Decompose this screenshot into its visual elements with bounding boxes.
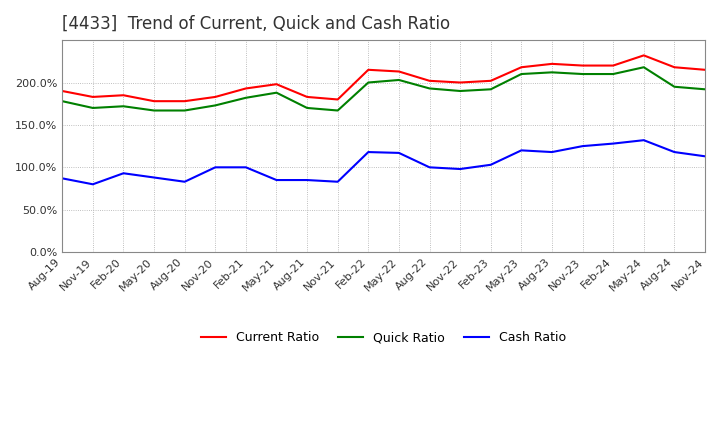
Current Ratio	[303, 94, 312, 99]
Current Ratio	[272, 81, 281, 87]
Quick Ratio	[333, 108, 342, 113]
Current Ratio	[456, 80, 464, 85]
Cash Ratio	[272, 177, 281, 183]
Quick Ratio	[150, 108, 158, 113]
Quick Ratio	[639, 65, 648, 70]
Line: Current Ratio: Current Ratio	[62, 55, 705, 101]
Quick Ratio	[58, 99, 66, 104]
Current Ratio	[609, 63, 618, 68]
Current Ratio	[548, 61, 557, 66]
Cash Ratio	[333, 179, 342, 184]
Line: Quick Ratio: Quick Ratio	[62, 67, 705, 110]
Text: [4433]  Trend of Current, Quick and Cash Ratio: [4433] Trend of Current, Quick and Cash …	[62, 15, 451, 33]
Current Ratio	[578, 63, 587, 68]
Quick Ratio	[426, 86, 434, 91]
Current Ratio	[242, 86, 251, 91]
Current Ratio	[58, 88, 66, 94]
Current Ratio	[701, 67, 709, 73]
Cash Ratio	[395, 150, 403, 156]
Cash Ratio	[89, 182, 97, 187]
Current Ratio	[639, 53, 648, 58]
Quick Ratio	[364, 80, 373, 85]
Current Ratio	[180, 99, 189, 104]
Cash Ratio	[578, 143, 587, 149]
Current Ratio	[333, 97, 342, 102]
Current Ratio	[150, 99, 158, 104]
Cash Ratio	[303, 177, 312, 183]
Quick Ratio	[89, 105, 97, 110]
Cash Ratio	[211, 165, 220, 170]
Quick Ratio	[395, 77, 403, 83]
Cash Ratio	[517, 148, 526, 153]
Quick Ratio	[272, 90, 281, 95]
Cash Ratio	[639, 138, 648, 143]
Quick Ratio	[701, 87, 709, 92]
Quick Ratio	[609, 71, 618, 77]
Quick Ratio	[242, 95, 251, 100]
Cash Ratio	[548, 150, 557, 155]
Cash Ratio	[456, 166, 464, 172]
Current Ratio	[119, 92, 127, 98]
Cash Ratio	[119, 171, 127, 176]
Legend: Current Ratio, Quick Ratio, Cash Ratio: Current Ratio, Quick Ratio, Cash Ratio	[197, 326, 571, 349]
Current Ratio	[517, 65, 526, 70]
Quick Ratio	[548, 70, 557, 75]
Cash Ratio	[670, 150, 679, 155]
Quick Ratio	[578, 71, 587, 77]
Quick Ratio	[303, 105, 312, 110]
Current Ratio	[426, 78, 434, 84]
Cash Ratio	[426, 165, 434, 170]
Quick Ratio	[211, 103, 220, 108]
Quick Ratio	[119, 104, 127, 109]
Current Ratio	[364, 67, 373, 73]
Quick Ratio	[670, 84, 679, 89]
Cash Ratio	[364, 150, 373, 155]
Quick Ratio	[456, 88, 464, 94]
Cash Ratio	[701, 154, 709, 159]
Cash Ratio	[58, 176, 66, 181]
Cash Ratio	[609, 141, 618, 146]
Quick Ratio	[517, 71, 526, 77]
Current Ratio	[211, 94, 220, 99]
Cash Ratio	[242, 165, 251, 170]
Cash Ratio	[150, 175, 158, 180]
Cash Ratio	[180, 179, 189, 184]
Quick Ratio	[180, 108, 189, 113]
Current Ratio	[670, 65, 679, 70]
Current Ratio	[89, 94, 97, 99]
Current Ratio	[395, 69, 403, 74]
Current Ratio	[487, 78, 495, 84]
Line: Cash Ratio: Cash Ratio	[62, 140, 705, 184]
Quick Ratio	[487, 87, 495, 92]
Cash Ratio	[487, 162, 495, 168]
